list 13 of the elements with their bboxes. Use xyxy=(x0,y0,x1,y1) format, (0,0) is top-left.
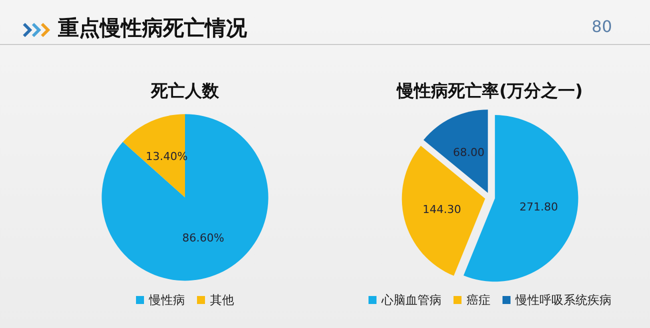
text: 重点慢性病死亡情况 xyxy=(58,15,247,42)
legend-label: 慢性病 xyxy=(148,293,185,307)
chart-title: 死亡人数 xyxy=(150,82,220,102)
legend-label: 心脑血管病 xyxy=(380,293,442,307)
data-label: 68.00 xyxy=(453,146,485,160)
text: 80 xyxy=(592,17,612,36)
legend-label: 慢性呼吸系统疾病 xyxy=(514,293,612,307)
data-label: 271.80 xyxy=(519,200,558,214)
legend-label: 其他 xyxy=(210,293,234,307)
data-label: 86.60% xyxy=(182,232,224,245)
data-label: 144.30 xyxy=(422,203,462,216)
chart-title: 慢性病死亡率(万分之一) xyxy=(396,82,583,102)
legend-label: 癌症 xyxy=(466,293,490,307)
